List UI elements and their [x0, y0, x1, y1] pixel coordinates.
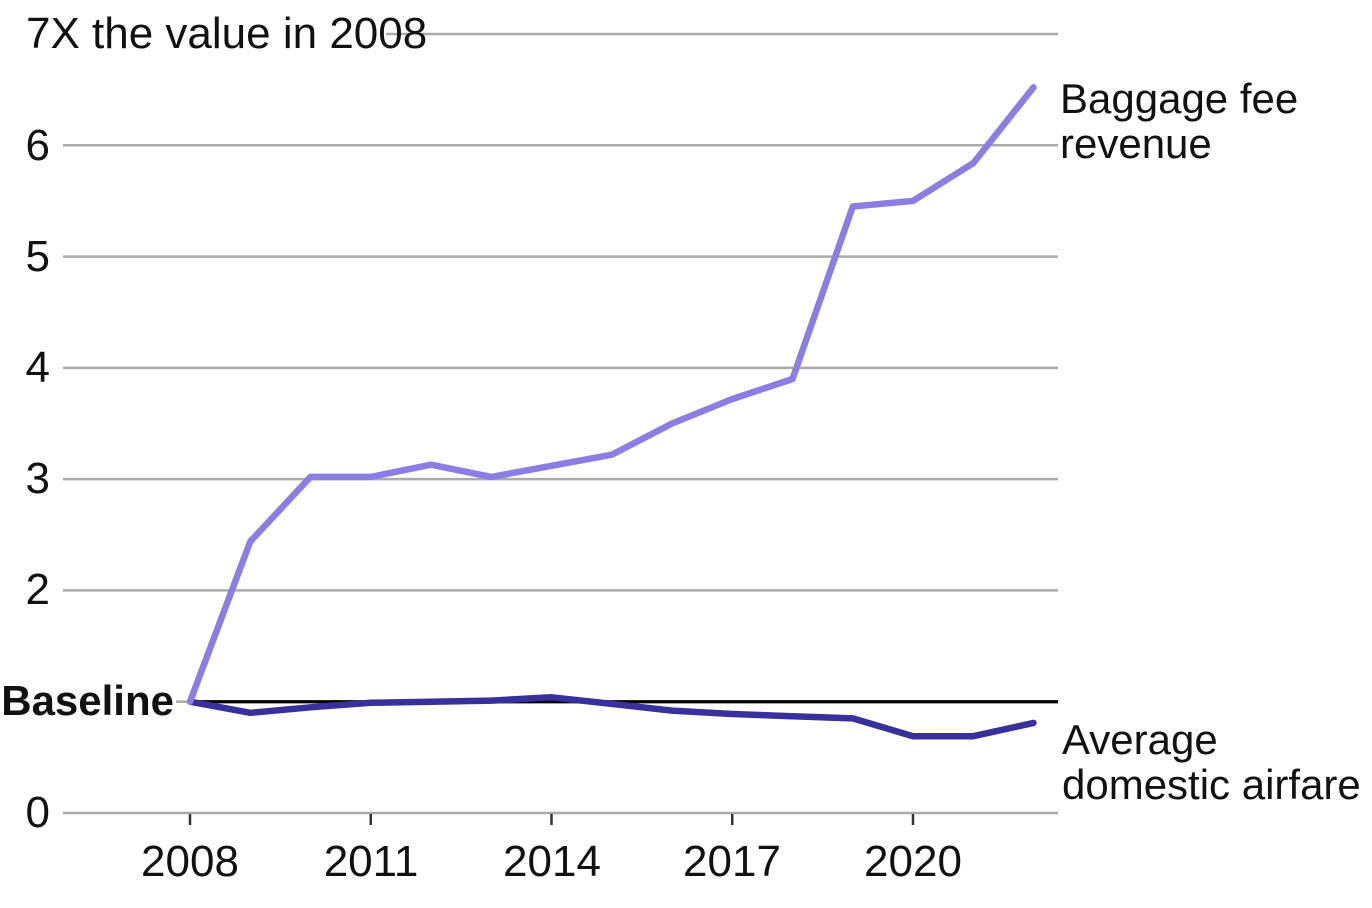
y-tick-label-5: 5 — [25, 232, 50, 281]
x-tick-label-2014: 2014 — [503, 837, 601, 886]
series-label-baggage-line2: revenue — [1060, 120, 1212, 167]
series-label-airfare-line2: domestic airfare — [1062, 761, 1361, 808]
y-tick-label-4: 4 — [25, 343, 50, 392]
y-tick-label-3: 3 — [25, 454, 50, 503]
chart-title: 7X the value in 2008 — [26, 9, 428, 58]
series-line-baggage-fee-revenue — [186, 84, 1037, 705]
x-tick-label-2011: 2011 — [323, 837, 419, 886]
y-tick-label-6: 6 — [25, 121, 50, 170]
x-tick-label-2017: 2017 — [683, 837, 781, 886]
series-line-average-domestic-airfare — [186, 694, 1037, 740]
x-tick-label-2008: 2008 — [141, 837, 239, 886]
y-tick-label-0: 0 — [25, 788, 50, 837]
series-label-average-domestic-airfare: Average domestic airfare — [1062, 717, 1361, 807]
series-label-baggage-line1: Baggage fee — [1060, 75, 1299, 122]
series-label-airfare-line1: Average — [1062, 716, 1218, 763]
x-tick-label-2020: 2020 — [864, 837, 962, 886]
series-label-baggage-fee-revenue: Baggage fee revenue — [1060, 76, 1298, 166]
y-tick-label-2: 2 — [25, 565, 50, 614]
baseline-label: Baseline — [1, 677, 174, 724]
